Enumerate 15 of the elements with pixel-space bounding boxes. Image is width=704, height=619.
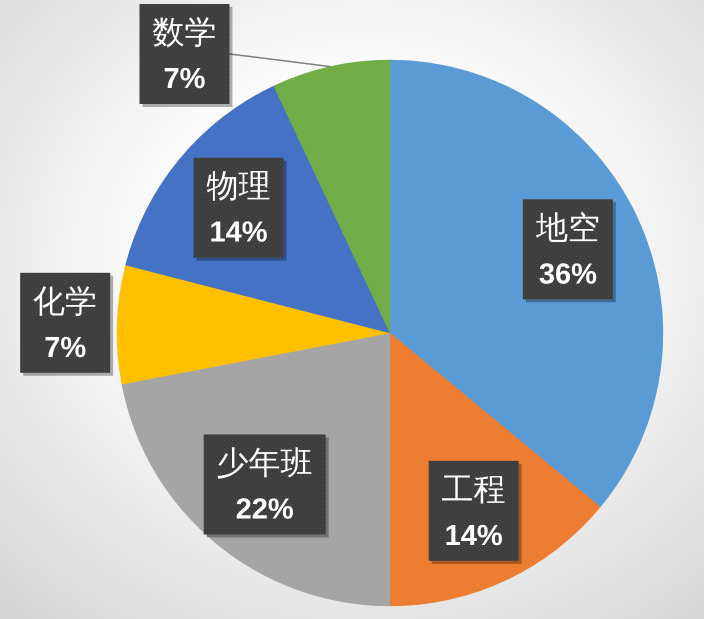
data-label: 7% <box>164 63 206 95</box>
data-label: 7% <box>44 332 86 364</box>
slice-label: 物理 <box>206 166 271 205</box>
slice-label: 工程 <box>442 470 506 508</box>
slice-label: 少年班 <box>216 443 313 482</box>
pie-slice <box>116 264 390 384</box>
data-label: 14% <box>210 216 268 249</box>
data-label: 36% <box>538 258 598 290</box>
slice-label: 地空 <box>534 208 600 246</box>
pie-slice <box>390 60 663 508</box>
data-label: 22% <box>236 493 294 526</box>
slice-label: 数学 <box>152 13 216 51</box>
slice-label: 化学 <box>33 282 98 320</box>
data-label: 14% <box>444 520 503 552</box>
pie-slice <box>274 60 390 334</box>
